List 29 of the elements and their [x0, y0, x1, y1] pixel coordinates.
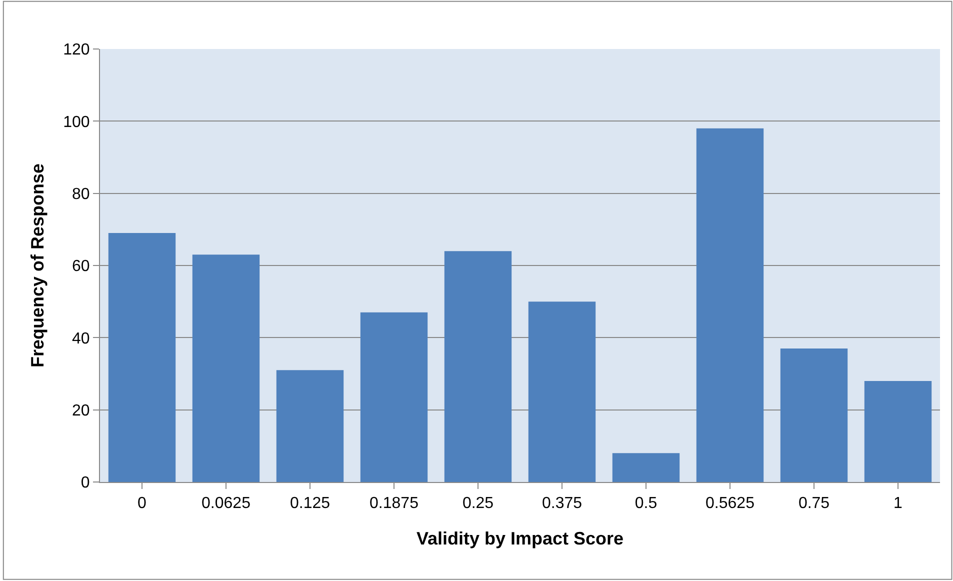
bar [528, 302, 596, 482]
x-tick-label: 0.375 [542, 495, 582, 512]
bar [276, 370, 344, 482]
x-axis-title: Validity by Impact Score [416, 528, 624, 548]
bar [864, 380, 932, 482]
y-tick-label: 60 [72, 258, 90, 276]
bar [192, 254, 260, 482]
y-tick-label: 80 [72, 186, 90, 203]
x-tick-label: 0 [138, 495, 147, 512]
x-tick-label: 0.25 [462, 495, 494, 512]
bar [696, 128, 764, 482]
x-tick-label: 0.75 [798, 495, 830, 512]
y-tick-label: 20 [72, 402, 90, 420]
y-axis-title: Frequency of Response [27, 163, 48, 368]
x-tick-label: 0.5 [634, 495, 658, 512]
bar [612, 453, 680, 482]
bar [360, 312, 428, 482]
x-tick-label: 0.1875 [370, 495, 419, 512]
x-tick-label: 0.125 [290, 495, 330, 512]
bar [108, 233, 176, 482]
y-tick-label: 120 [63, 42, 90, 59]
x-tick-label: 1 [894, 495, 903, 512]
y-tick-label: 40 [72, 330, 90, 348]
bar [780, 348, 848, 482]
bar [444, 251, 512, 482]
x-tick-label: 0.0625 [202, 495, 251, 512]
y-tick-label: 100 [63, 114, 90, 131]
x-tick-label: 0.5625 [706, 495, 755, 512]
y-tick-label: 0 [80, 474, 90, 492]
